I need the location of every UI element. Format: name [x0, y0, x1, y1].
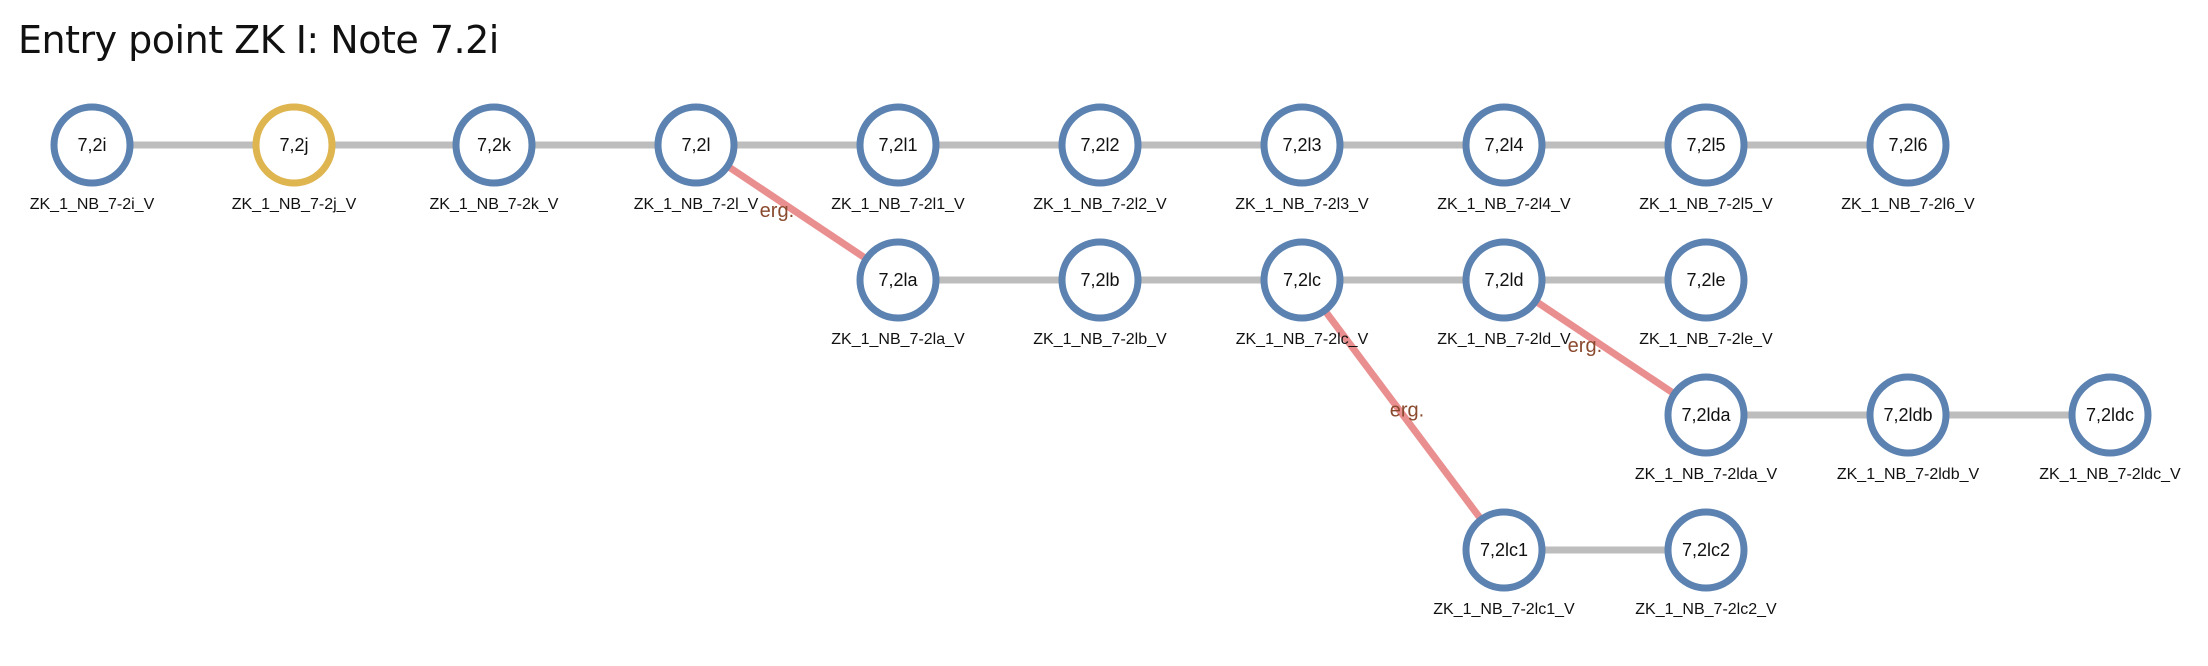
node-caption: ZK_1_NB_7-2ldc_V [2039, 466, 2181, 483]
node-label: 7,2l1 [878, 135, 917, 155]
node-circle[interactable] [1866, 103, 1950, 187]
node-caption: ZK_1_NB_7-2ldb_V [1837, 466, 1980, 483]
node-circle[interactable] [856, 238, 940, 322]
node-circle[interactable] [2068, 373, 2152, 457]
edge-label-7-2lc-to-7-2lc1: erg. [1390, 399, 1424, 421]
node-7-2le[interactable]: 7,2le ZK_1_NB_7-2le_V [1639, 238, 1773, 348]
node-label: 7,2l4 [1484, 135, 1523, 155]
node-circle[interactable] [1664, 508, 1748, 592]
node-7-2j[interactable]: 7,2j ZK_1_NB_7-2j_V [232, 103, 357, 213]
node-circle[interactable] [1058, 103, 1142, 187]
node-7-2lc2[interactable]: 7,2lc2 ZK_1_NB_7-2lc2_V [1635, 508, 1777, 618]
node-7-2i[interactable]: 7,2i ZK_1_NB_7-2i_V [30, 103, 155, 213]
node-label: 7,2l5 [1686, 135, 1725, 155]
node-7-2l[interactable]: 7,2l ZK_1_NB_7-2l_V [634, 103, 759, 213]
node-label: 7,2k [477, 135, 512, 155]
node-label: 7,2la [878, 270, 918, 290]
node-7-2l5[interactable]: 7,2l5 ZK_1_NB_7-2l5_V [1639, 103, 1773, 213]
node-label: 7,2lb [1080, 270, 1119, 290]
node-circle[interactable] [1260, 103, 1344, 187]
node-label: 7,2l2 [1080, 135, 1119, 155]
node-caption: ZK_1_NB_7-2lc_V [1236, 331, 1369, 348]
node-caption: ZK_1_NB_7-2l5_V [1639, 196, 1773, 213]
node-caption: ZK_1_NB_7-2lda_V [1635, 466, 1778, 483]
node-circle[interactable] [856, 103, 940, 187]
node-label: 7,2l [681, 135, 710, 155]
edge-label-7-2l-to-7-2la: erg. [760, 200, 794, 222]
node-circle[interactable] [1462, 103, 1546, 187]
node-7-2ldb[interactable]: 7,2ldb ZK_1_NB_7-2ldb_V [1837, 373, 1980, 483]
node-7-2lb[interactable]: 7,2lb ZK_1_NB_7-2lb_V [1033, 238, 1167, 348]
node-caption: ZK_1_NB_7-2k_V [430, 196, 559, 213]
node-caption: ZK_1_NB_7-2l3_V [1235, 196, 1369, 213]
edge-label-7-2ld-to-7-2lda: erg. [1568, 335, 1602, 357]
node-caption: ZK_1_NB_7-2j_V [232, 196, 357, 213]
node-7-2ldc[interactable]: 7,2ldc ZK_1_NB_7-2ldc_V [2039, 373, 2181, 483]
node-label: 7,2lda [1681, 405, 1731, 425]
node-7-2lc[interactable]: 7,2lc ZK_1_NB_7-2lc_V [1236, 238, 1369, 348]
node-label: 7,2j [279, 135, 308, 155]
node-7-2la[interactable]: 7,2la ZK_1_NB_7-2la_V [831, 238, 965, 348]
node-circle[interactable] [1462, 238, 1546, 322]
node-label: 7,2l6 [1888, 135, 1927, 155]
node-7-2ld[interactable]: 7,2ld ZK_1_NB_7-2ld_V [1437, 238, 1571, 348]
node-caption: ZK_1_NB_7-2ld_V [1437, 331, 1571, 348]
node-label: 7,2lc [1283, 270, 1321, 290]
node-7-2l4[interactable]: 7,2l4 ZK_1_NB_7-2l4_V [1437, 103, 1571, 213]
node-circle[interactable] [1664, 373, 1748, 457]
node-circle[interactable] [50, 103, 134, 187]
edge-7-2lc-to-7-2lc1 [1299, 277, 1507, 553]
node-circle[interactable] [654, 103, 738, 187]
node-label: 7,2lc2 [1682, 540, 1730, 560]
node-7-2k[interactable]: 7,2k ZK_1_NB_7-2k_V [430, 103, 559, 213]
node-caption: ZK_1_NB_7-2lc2_V [1635, 601, 1777, 618]
node-circle[interactable] [252, 103, 336, 187]
node-caption: ZK_1_NB_7-2i_V [30, 196, 155, 213]
node-7-2lda[interactable]: 7,2lda ZK_1_NB_7-2lda_V [1635, 373, 1778, 483]
node-7-2l3[interactable]: 7,2l3 ZK_1_NB_7-2l3_V [1235, 103, 1369, 213]
node-7-2l2[interactable]: 7,2l2 ZK_1_NB_7-2l2_V [1033, 103, 1167, 213]
node-caption: ZK_1_NB_7-2l_V [634, 196, 759, 213]
node-circle[interactable] [1058, 238, 1142, 322]
node-circle[interactable] [1866, 373, 1950, 457]
node-label: 7,2le [1686, 270, 1725, 290]
node-circle[interactable] [1260, 238, 1344, 322]
node-label: 7,2ldb [1883, 405, 1932, 425]
node-caption: ZK_1_NB_7-2l4_V [1437, 196, 1571, 213]
node-caption: ZK_1_NB_7-2lb_V [1033, 331, 1167, 348]
node-7-2lc1[interactable]: 7,2lc1 ZK_1_NB_7-2lc1_V [1433, 508, 1575, 618]
node-circle[interactable] [452, 103, 536, 187]
page-title: Entry point ZK I: Note 7.2i [18, 18, 499, 62]
node-label: 7,2l3 [1282, 135, 1321, 155]
node-7-2l6[interactable]: 7,2l6 ZK_1_NB_7-2l6_V [1841, 103, 1975, 213]
node-label: 7,2ld [1484, 270, 1523, 290]
node-caption: ZK_1_NB_7-2l1_V [831, 196, 965, 213]
node-circle[interactable] [1664, 238, 1748, 322]
node-circle[interactable] [1664, 103, 1748, 187]
node-caption: ZK_1_NB_7-2l6_V [1841, 196, 1975, 213]
node-label: 7,2i [77, 135, 106, 155]
node-label: 7,2lc1 [1480, 540, 1528, 560]
node-caption: ZK_1_NB_7-2l2_V [1033, 196, 1167, 213]
node-7-2l1[interactable]: 7,2l1 ZK_1_NB_7-2l1_V [831, 103, 965, 213]
nodes-layer: 7,2i ZK_1_NB_7-2i_V 7,2j ZK_1_NB_7-2j_V 7,2k… [30, 103, 2181, 618]
node-circle[interactable] [1462, 508, 1546, 592]
node-caption: ZK_1_NB_7-2le_V [1639, 331, 1773, 348]
node-caption: ZK_1_NB_7-2la_V [831, 331, 965, 348]
node-label: 7,2ldc [2086, 405, 2134, 425]
node-caption: ZK_1_NB_7-2lc1_V [1433, 601, 1575, 618]
